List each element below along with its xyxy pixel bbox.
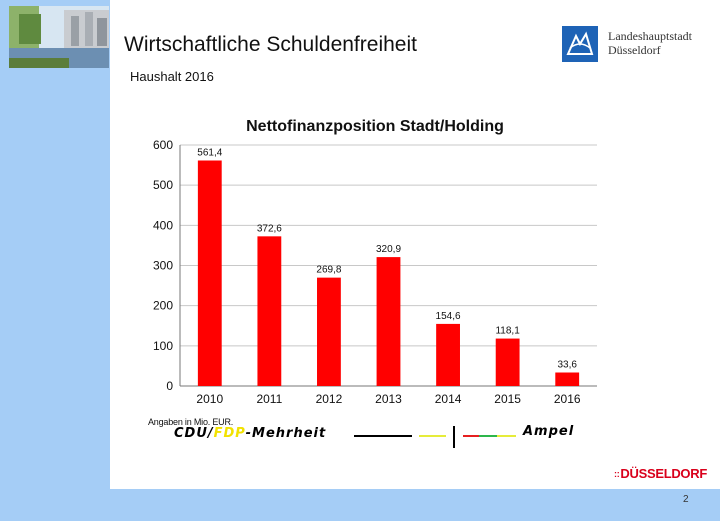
city-logo-icon <box>562 26 598 62</box>
bottom-color-band <box>0 489 720 521</box>
value-label-2016: 33,6 <box>557 360 577 371</box>
brand-dots: :: <box>614 469 620 479</box>
value-label-2012: 269,8 <box>316 265 341 276</box>
footer-brand-logo: ::DÜSSELDORF <box>614 466 707 481</box>
bar-2016 <box>555 372 580 386</box>
page-number: 2 <box>683 494 689 505</box>
value-label-2013: 320,9 <box>376 244 401 255</box>
slide-subtitle: Haushalt 2016 <box>130 69 214 84</box>
left-color-band <box>0 0 110 521</box>
slide-title: Wirtschaftliche Schuldenfreiheit <box>124 33 417 56</box>
chart-title: Nettofinanzposition Stadt/Holding <box>246 118 504 135</box>
y-tick-label: 600 <box>153 138 173 152</box>
x-tick-label-2014: 2014 <box>435 392 462 406</box>
brand-text: DÜSSELDORF <box>620 466 707 481</box>
value-label-2010: 561,4 <box>197 148 222 159</box>
x-tick-label-2016: 2016 <box>554 392 581 406</box>
x-tick-label-2015: 2015 <box>494 392 521 406</box>
bar-2011 <box>257 236 282 386</box>
bar-2012 <box>317 277 341 386</box>
bar-2014 <box>436 323 460 386</box>
x-tick-label-2011: 2011 <box>256 392 282 406</box>
unit-note: Angaben in Mio. EUR. <box>148 417 234 427</box>
bar-2010 <box>197 160 222 386</box>
org-name-line2: Düsseldorf <box>608 43 661 57</box>
y-tick-label: 0 <box>166 379 173 393</box>
y-tick-label: 200 <box>153 299 173 313</box>
bar-2015 <box>495 338 520 386</box>
y-tick-label: 500 <box>153 178 173 192</box>
debt-bar-chart: Nettofinanzposition Stadt/Holding 0 100 20… <box>153 118 597 406</box>
coalition-cdu: CDU/ <box>174 426 214 441</box>
x-tick-label-2012: 2012 <box>316 392 343 406</box>
value-label-2015: 118,1 <box>495 326 520 337</box>
header-photo <box>9 6 109 68</box>
x-tick-label-2010: 2010 <box>196 392 223 406</box>
coalition-timeline-lines <box>354 426 516 448</box>
x-tick-label-2013: 2013 <box>375 392 402 406</box>
bar-2013 <box>376 257 401 386</box>
y-tick-label: 300 <box>153 259 173 273</box>
y-tick-label: 400 <box>153 218 173 232</box>
y-tick-label: 100 <box>153 339 173 353</box>
org-name-line1: Landeshauptstadt <box>608 29 692 43</box>
value-label-2011: 372,6 <box>257 223 282 234</box>
coalition-fdp: FDP <box>213 426 246 441</box>
coalition-ampel: Ampel <box>523 424 575 439</box>
coalition-label: CDU/FDP-Mehrheit <box>174 426 326 441</box>
coalition-rest: -Mehrheit <box>245 426 327 441</box>
value-label-2014: 154,6 <box>436 311 461 322</box>
